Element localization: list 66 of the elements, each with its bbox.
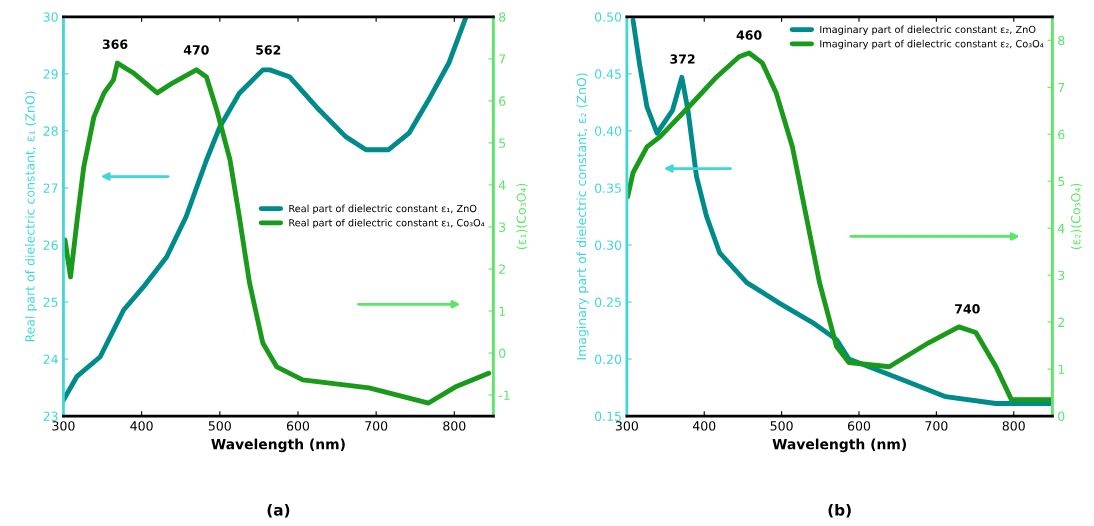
annotation: 740: [955, 304, 980, 314]
annotation: 372: [670, 54, 695, 64]
x-axis-title: Wavelength (nm): [772, 438, 906, 453]
y2-tick-label: 2: [499, 264, 505, 274]
annotation: 562: [256, 45, 281, 55]
y-tick-label: 28: [43, 126, 58, 136]
line-series: [63, 60, 492, 406]
y-tick-label: 0.40: [594, 126, 622, 136]
y-tick-label: 0.25: [594, 297, 621, 307]
y-axis-title: Imaginary part of dielectric constant, ε₂ (ZnO): [576, 73, 589, 360]
y2-tick-label: 1: [499, 306, 506, 316]
x-tick-label: 700: [925, 421, 948, 431]
x-tick-label: 800: [1002, 421, 1025, 431]
legend-label: Real part of dielectric constant ε₁, ZnO: [289, 204, 477, 215]
x-tick-label: 600: [286, 421, 310, 431]
legend-label: Real part of dielectric constant ε₁, Co₃O₄: [289, 218, 485, 229]
annotation: 470: [183, 45, 209, 55]
x-tick-label: 300: [52, 421, 75, 431]
y-tick-label: 0.50: [594, 12, 622, 22]
y-axis-title: Real part of dielectric constant, ε₁ (ZnO): [25, 91, 38, 342]
y-tick-label: 25: [43, 297, 58, 307]
y2-tick-label: 4: [498, 180, 506, 190]
y-tick-label: 0.30: [594, 240, 622, 250]
y-tick-label: 0.15: [594, 411, 621, 421]
x-tick-label: 500: [770, 421, 793, 431]
y2-axis-title: (ε₁)(Co₃O₄): [516, 183, 528, 250]
text: (a): [267, 503, 290, 518]
y2-tick-label: 6: [499, 96, 506, 106]
x-tick-label: 300: [615, 421, 638, 431]
x-axis-title: Wavelength (nm): [211, 438, 345, 453]
y2-tick-label: 8: [1058, 35, 1065, 46]
y2-tick-label: 4: [1057, 223, 1065, 233]
y-tick-label: 0.35: [594, 183, 621, 193]
x-tick-label: 400: [130, 421, 153, 431]
y2-tick-label: 7: [1058, 82, 1065, 93]
x-tick-label: 600: [847, 421, 871, 431]
annotation: 460: [736, 30, 762, 40]
y2-tick-label: 8: [499, 12, 506, 22]
legend-label: Imaginary part of dielectric constant ε₂, ZnO: [820, 25, 1036, 35]
x-tick-label: 500: [208, 421, 231, 431]
x-tick-label: 700: [365, 421, 388, 431]
annotation: 366: [102, 39, 128, 49]
y2-tick-label: 5: [1058, 176, 1065, 187]
y2-tick-label: -1: [498, 390, 510, 400]
y2-tick-label: 7: [499, 54, 506, 64]
y-tick-label: 0.45: [594, 69, 621, 79]
y-tick-label: 24: [43, 354, 58, 364]
y2-tick-label: 0: [1058, 411, 1065, 421]
y-tick-label: 27: [43, 183, 58, 193]
x-tick-label: 400: [692, 421, 716, 431]
x-tick-label: 800: [443, 421, 466, 431]
y-tick-label: 23: [43, 411, 58, 421]
y2-tick-label: 6: [1058, 129, 1065, 140]
y2-tick-label: 3: [1058, 270, 1065, 281]
y2-tick-label: 0: [499, 348, 506, 358]
y-tick-label: 26: [43, 240, 58, 250]
y2-tick-label: 3: [499, 222, 506, 232]
text: (b): [828, 503, 851, 518]
y2-tick-label: 1: [1058, 364, 1065, 374]
y-tick-label: 30: [43, 12, 58, 22]
y-tick-label: 0.20: [594, 354, 622, 364]
y2-axis-title: (ε₂)(Co₃O₄): [1070, 183, 1082, 250]
legend-label: Imaginary part of dielectric constant ε₂, Co₃O₄: [820, 39, 1044, 50]
y-tick-label: 29: [43, 69, 58, 79]
y2-tick-label: 5: [499, 138, 506, 148]
y2-tick-label: 2: [1058, 317, 1064, 327]
